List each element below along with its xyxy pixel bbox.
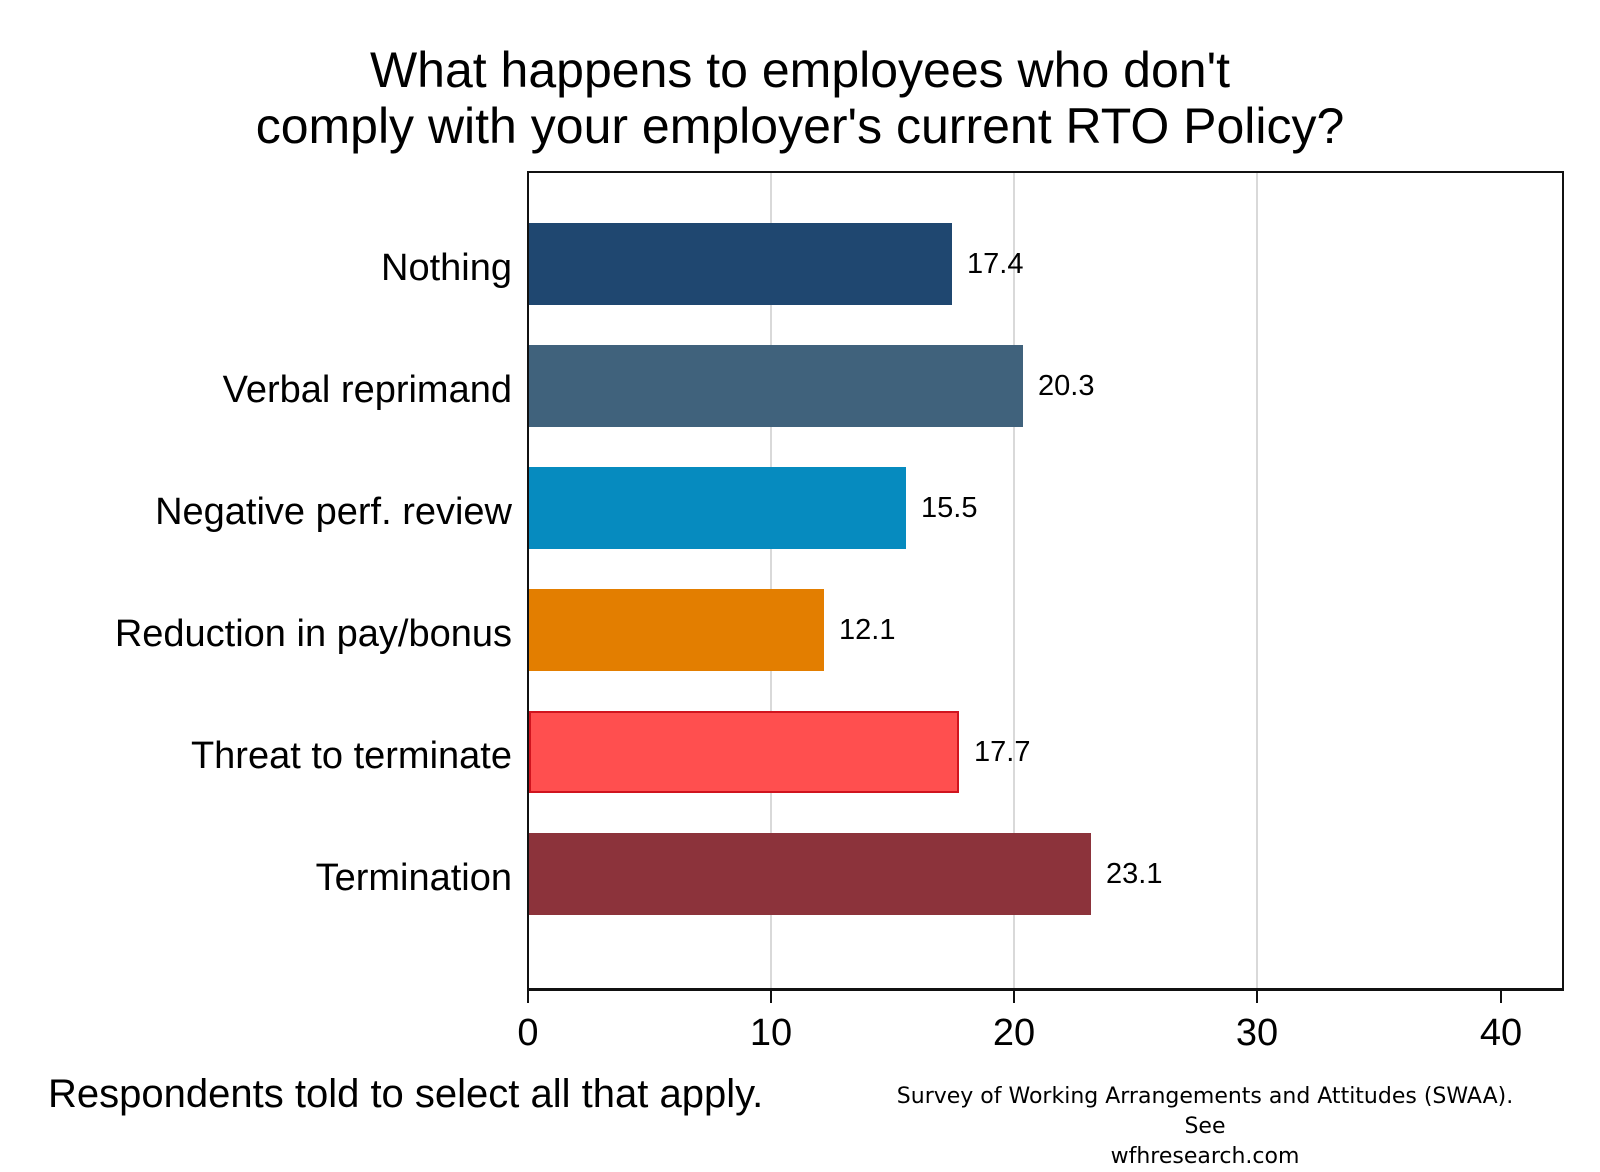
bar-termination [529,833,1091,915]
gridline-20 [1013,173,1015,988]
gridline-30 [1256,173,1258,988]
footnote: Respondents told to select all that appl… [48,1072,764,1116]
x-tick [1256,991,1258,1003]
category-label: Termination [315,857,512,899]
gridline-10 [770,173,772,988]
chart-title: What happens to employees who don't comp… [0,42,1600,154]
x-tick-label: 0 [517,1012,539,1054]
category-label: Verbal reprimand [222,369,512,411]
value-label: 15.5 [921,492,978,524]
value-label: 20.3 [1038,370,1095,402]
value-label: 17.7 [974,736,1031,768]
bar-negative-perf-review [529,467,906,549]
title-line-1: What happens to employees who don't [369,42,1231,98]
plot-area: 17.4 20.3 15.5 12.1 17.7 23.1 [527,171,1564,991]
value-label: 23.1 [1106,858,1163,890]
x-tick-label: 20 [992,1012,1036,1054]
x-tick [1013,991,1015,1003]
x-tick [527,991,529,1003]
bar-verbal-reprimand [529,345,1023,427]
x-tick [1500,991,1502,1003]
x-tick [770,991,772,1003]
category-label: Nothing [381,247,512,289]
x-tick-label: 40 [1479,1012,1523,1054]
bar-nothing [529,223,952,305]
source-line-1: Survey of Working Arrangements and Attit… [896,1084,1514,1139]
value-label: 12.1 [839,614,896,646]
value-label: 17.4 [967,248,1024,280]
x-tick-label: 10 [749,1012,793,1054]
bar-reduction-in-pay [529,589,824,671]
category-label: Reduction in pay/bonus [114,613,512,655]
source-line-2: wfhresearch.com [1110,1144,1300,1169]
title-line-2: comply with your employer's current RTO … [255,98,1345,154]
category-label: Threat to terminate [190,735,512,777]
bar-threat-to-terminate [529,711,959,793]
source-note: Survey of Working Arrangements and Attit… [890,1082,1520,1172]
x-tick-label: 30 [1235,1012,1279,1054]
category-label: Negative perf. review [155,491,512,533]
